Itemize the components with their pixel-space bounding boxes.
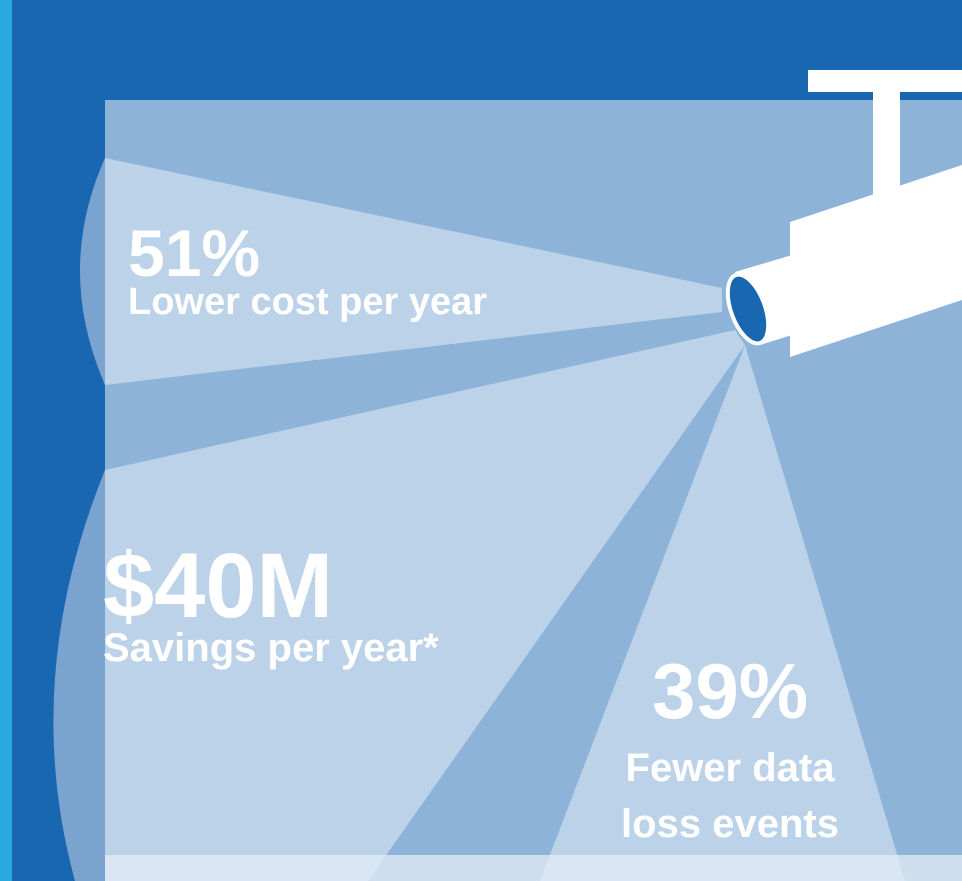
infographic: 51% Lower cost per year $40M Savings per… xyxy=(0,0,962,881)
floor xyxy=(105,855,962,881)
stat-label: Fewer data loss events xyxy=(590,740,870,852)
side-strip xyxy=(0,0,12,881)
camera-post xyxy=(873,90,900,195)
stat-value: $40M xyxy=(103,540,333,632)
stat-label: Lower cost per year xyxy=(128,283,487,321)
stat-label: Savings per year* xyxy=(103,628,439,668)
beam-arc xyxy=(53,470,105,881)
beam-arc xyxy=(80,158,105,385)
camera-mount xyxy=(808,70,962,92)
stat-value: 51% xyxy=(128,220,260,286)
stat-value: 39% xyxy=(580,652,880,730)
